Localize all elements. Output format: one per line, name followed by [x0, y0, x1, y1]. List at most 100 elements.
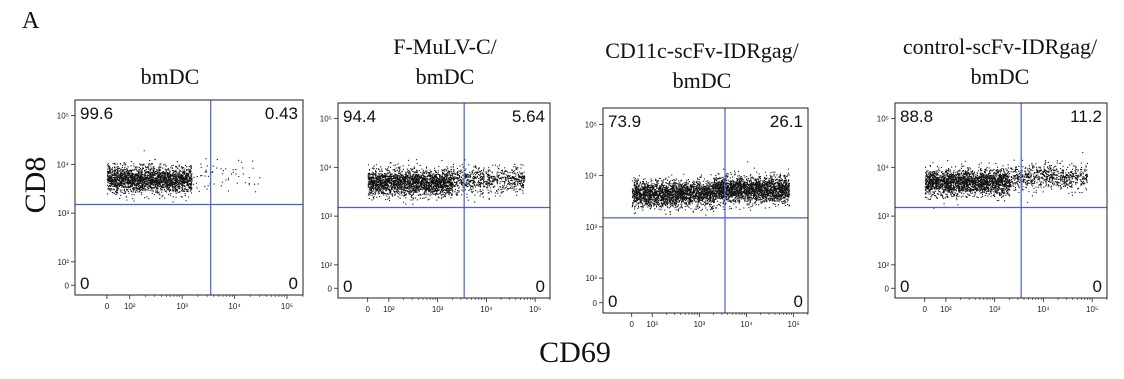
- event-dot: [519, 173, 521, 175]
- event-dot: [170, 176, 172, 178]
- event-dot: [159, 175, 161, 177]
- event-dot: [163, 164, 165, 166]
- event-dot: [401, 182, 403, 184]
- event-dot: [413, 179, 415, 181]
- event-dot: [138, 166, 140, 168]
- event-dot: [385, 199, 387, 201]
- event-dot: [396, 170, 398, 172]
- event-dot: [417, 182, 419, 184]
- event-dot: [433, 179, 435, 181]
- event-dot: [380, 175, 382, 177]
- event-dot: [169, 189, 171, 191]
- event-dot: [190, 170, 192, 172]
- event-dot: [113, 182, 115, 184]
- event-dot: [413, 197, 415, 199]
- event-dot: [189, 187, 191, 189]
- event-dot: [154, 168, 156, 170]
- event-dot: [502, 170, 504, 172]
- event-dot: [497, 176, 499, 178]
- event-dot: [190, 166, 192, 168]
- event-dot: [185, 178, 187, 180]
- event-dot: [448, 187, 450, 189]
- event-dot: [382, 191, 384, 193]
- event-dot: [488, 180, 490, 182]
- event-dot: [374, 180, 376, 182]
- event-dot: [122, 173, 124, 175]
- event-dot: [373, 198, 375, 200]
- event-dot: [376, 181, 378, 183]
- event-dot: [468, 189, 470, 191]
- event-dot: [162, 194, 164, 196]
- event-dot: [147, 182, 149, 184]
- event-dot: [150, 176, 152, 178]
- event-dot: [166, 186, 168, 188]
- event-dot: [232, 169, 234, 171]
- event-dot: [143, 178, 145, 180]
- event-dot: [443, 191, 445, 193]
- event-dot: [442, 187, 444, 189]
- event-dot: [445, 189, 447, 191]
- event-dot: [147, 174, 149, 176]
- event-dot: [424, 178, 426, 180]
- event-dot: [385, 185, 387, 187]
- event-dot: [107, 168, 109, 170]
- event-dot: [478, 177, 480, 179]
- event-dot: [148, 172, 150, 174]
- event-dot: [386, 181, 388, 183]
- event-dot: [149, 178, 151, 180]
- event-dot: [124, 169, 126, 171]
- event-dot: [440, 192, 442, 194]
- event-dot: [415, 176, 417, 178]
- event-dot: [131, 178, 133, 180]
- event-dot: [391, 187, 393, 189]
- event-dot: [401, 175, 403, 177]
- event-dot: [489, 179, 491, 181]
- event-dot: [521, 177, 523, 179]
- event-dot: [433, 187, 435, 189]
- event-dot: [410, 191, 412, 193]
- event-dot: [124, 177, 126, 179]
- event-dot: [437, 178, 439, 180]
- event-dot: [423, 180, 425, 182]
- event-dot: [524, 179, 526, 181]
- event-dot: [139, 185, 141, 187]
- event-dot: [416, 191, 418, 193]
- event-dot: [155, 184, 157, 186]
- event-dot: [371, 176, 373, 178]
- event-dot: [489, 176, 491, 178]
- event-dot: [142, 173, 144, 175]
- event-dot: [435, 183, 437, 185]
- event-dot: [441, 170, 443, 172]
- event-dot: [374, 182, 376, 184]
- event-dot: [506, 170, 508, 172]
- event-dot: [162, 174, 164, 176]
- event-dot: [370, 180, 372, 182]
- event-dot: [182, 184, 184, 186]
- event-dot: [117, 170, 119, 172]
- event-dot: [134, 167, 136, 169]
- event-dot: [406, 193, 408, 195]
- event-dot: [424, 172, 426, 174]
- event-dot: [384, 193, 386, 195]
- event-dot: [450, 184, 452, 186]
- event-dot: [458, 190, 460, 192]
- event-dot: [164, 178, 166, 180]
- event-dot: [465, 174, 467, 176]
- event-dot: [116, 180, 118, 182]
- event-dot: [511, 183, 513, 185]
- event-dot: [177, 177, 179, 179]
- event-dot: [444, 177, 446, 179]
- event-dot: [504, 181, 506, 183]
- event-dot: [183, 181, 185, 183]
- event-dot: [175, 177, 177, 179]
- event-dot: [393, 168, 395, 170]
- event-dot: [159, 172, 161, 174]
- event-dot: [399, 170, 401, 172]
- event-dot: [395, 164, 397, 166]
- event-dot: [375, 173, 377, 175]
- event-dot: [178, 172, 180, 174]
- event-dot: [423, 178, 425, 180]
- event-dot: [405, 183, 407, 185]
- event-dot: [368, 191, 370, 193]
- event-dot: [442, 189, 444, 191]
